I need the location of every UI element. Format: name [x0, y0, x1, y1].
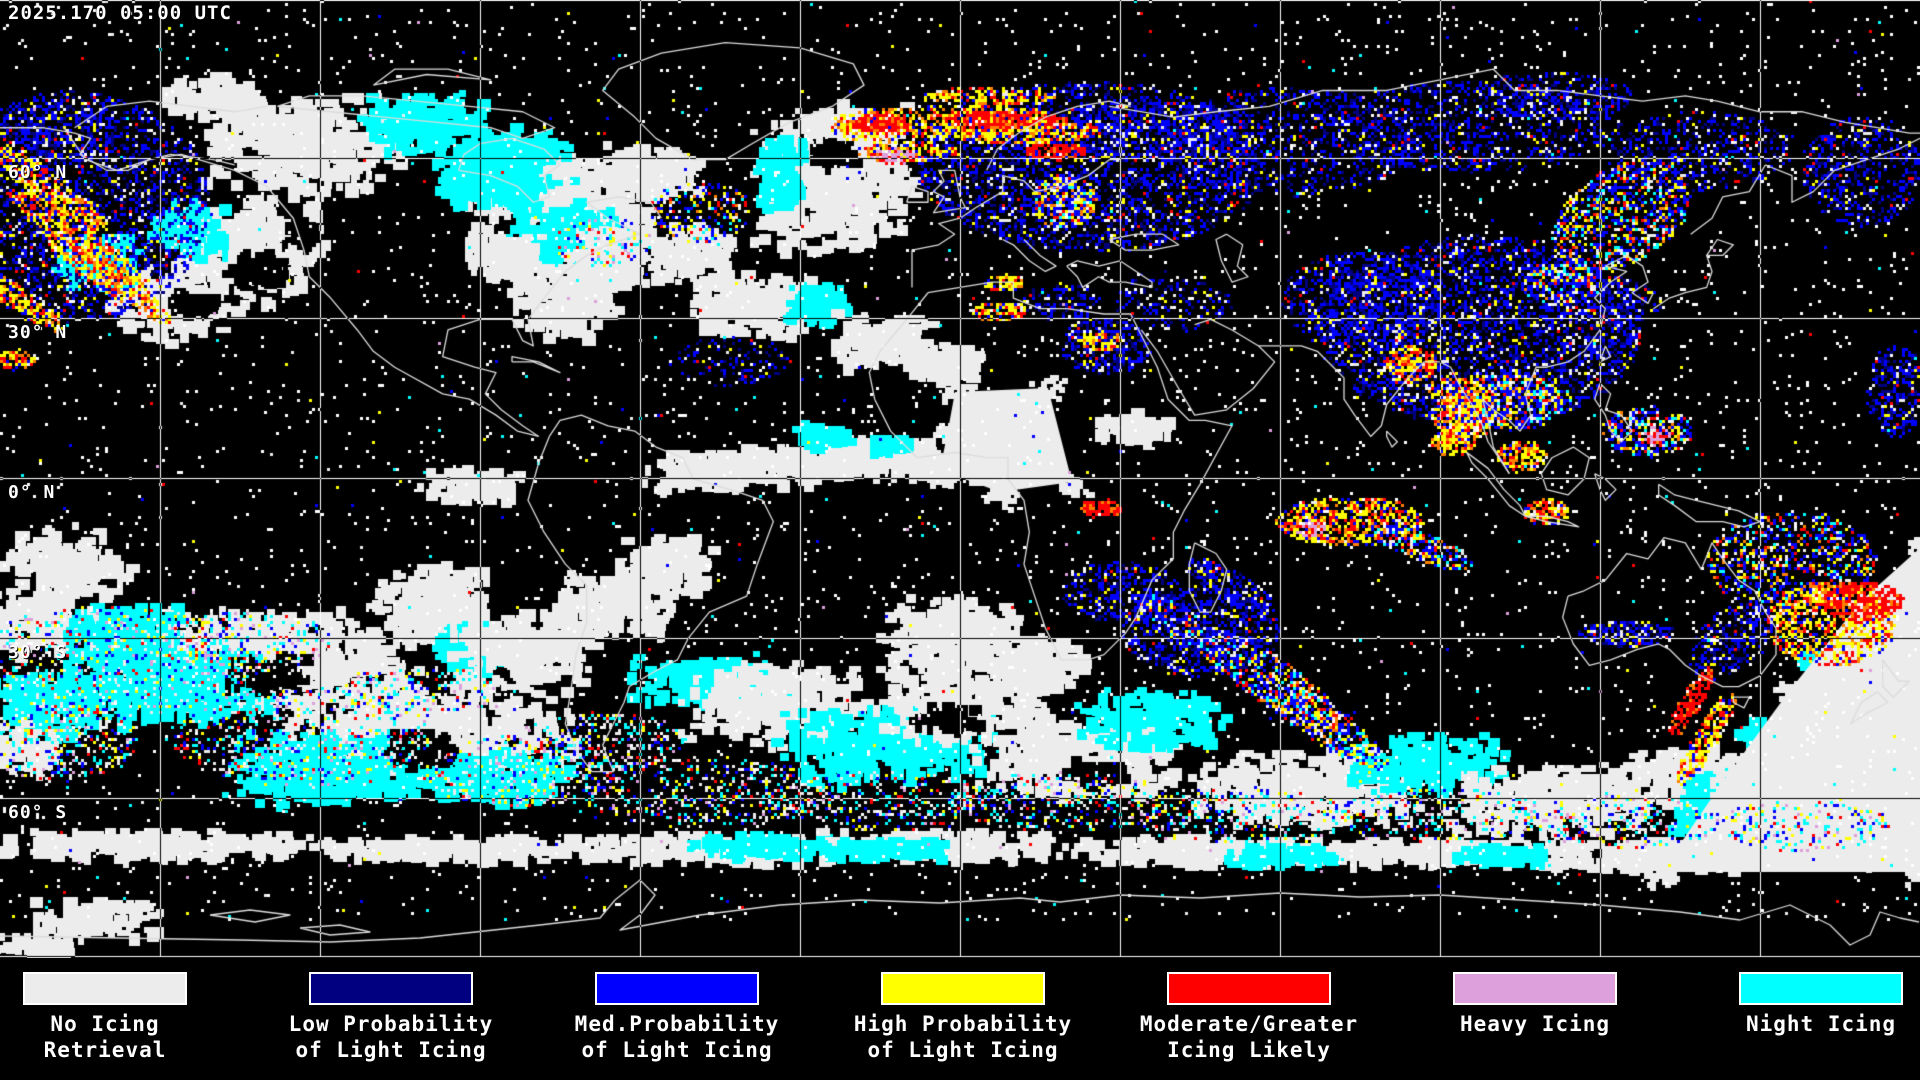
legend: No Icing Retrieval Low Probability of Li…: [0, 958, 1920, 1080]
legend-item-no-icing-retrieval: No Icing Retrieval: [0, 972, 225, 1063]
latitude-label-0n: 0° N: [8, 482, 56, 503]
legend-item-night-icing: Night Icing: [1701, 972, 1920, 1037]
legend-label: Night Icing: [1745, 1012, 1897, 1036]
latitude-label-30s: 30° S: [8, 642, 68, 663]
legend-label: Heavy Icing: [1459, 1012, 1611, 1036]
legend-swatch-low-prob-light: [309, 972, 473, 1005]
legend-swatch-moderate-greater: [1167, 972, 1331, 1005]
legend-label: of Light Icing: [867, 1038, 1059, 1062]
world-icing-map: [0, 0, 1920, 958]
legend-label: Icing Likely: [1167, 1038, 1331, 1062]
legend-item-med-prob-light: Med.Probability of Light Icing: [557, 972, 797, 1063]
legend-swatch-med-prob-light: [595, 972, 759, 1005]
legend-item-high-prob-light: High Probability of Light Icing: [843, 972, 1083, 1063]
legend-swatch-night-icing: [1739, 972, 1903, 1005]
legend-swatch-no-icing-retrieval: [23, 972, 187, 1005]
legend-item-low-prob-light: Low Probability of Light Icing: [271, 972, 511, 1063]
legend-label: Med.Probability: [574, 1012, 780, 1036]
legend-item-moderate-greater: Moderate/Greater Icing Likely: [1129, 972, 1369, 1063]
legend-label: Retrieval: [43, 1038, 167, 1062]
legend-label: of Light Icing: [581, 1038, 773, 1062]
legend-label: Low Probability: [288, 1012, 494, 1036]
legend-swatch-high-prob-light: [881, 972, 1045, 1005]
legend-item-heavy-icing: Heavy Icing: [1415, 972, 1655, 1037]
timestamp: 2025.170 05:00 UTC: [8, 2, 232, 24]
latitude-label-60s: 60° S: [8, 802, 68, 823]
legend-label: High Probability: [853, 1012, 1073, 1036]
legend-label: No Icing: [50, 1012, 160, 1036]
latitude-label-60n: 60° N: [8, 162, 68, 183]
latitude-label-30n: 30° N: [8, 322, 68, 343]
legend-label: of Light Icing: [295, 1038, 487, 1062]
legend-label: Moderate/Greater: [1139, 1012, 1359, 1036]
legend-swatch-heavy-icing: [1453, 972, 1617, 1005]
